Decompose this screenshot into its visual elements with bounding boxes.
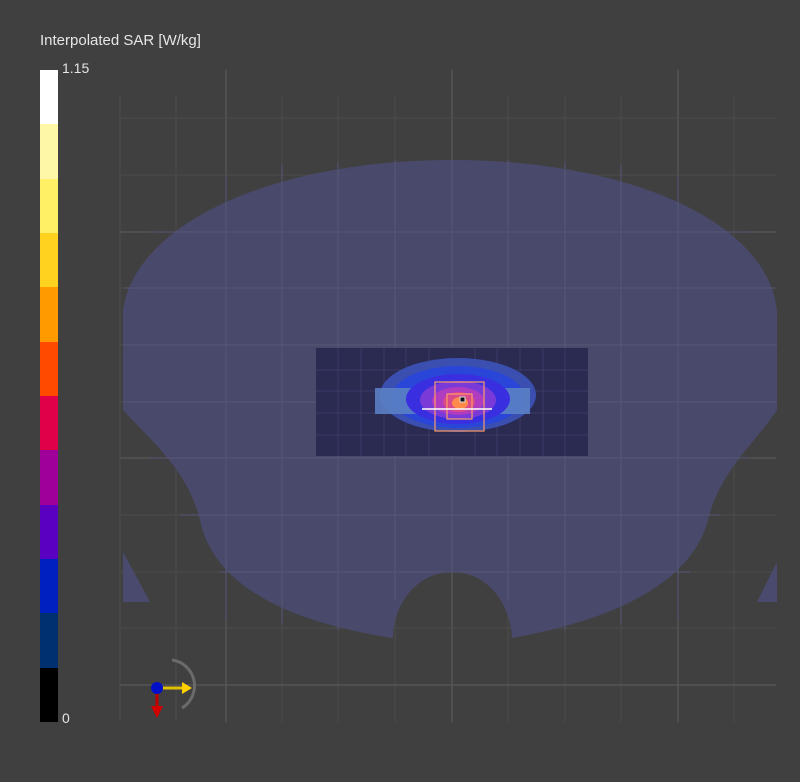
phantom-right-fin xyxy=(757,562,777,602)
color-scale-segment xyxy=(40,450,58,505)
color-scale-segment xyxy=(40,558,58,614)
peak-marker[interactable] xyxy=(459,396,466,403)
legend-min-label: 0 xyxy=(62,710,70,726)
color-scale-segment xyxy=(40,341,58,396)
axis-gizmo[interactable] xyxy=(151,658,196,718)
color-scale-segment xyxy=(40,613,58,668)
legend-max-label: 1.15 xyxy=(62,60,90,76)
color-scale-segment xyxy=(40,232,58,288)
color-scale-segment xyxy=(40,395,58,451)
phantom-left-fin xyxy=(123,552,150,602)
color-scale-segment xyxy=(40,667,58,722)
averaging-cube[interactable] xyxy=(434,381,485,432)
color-scale-segment xyxy=(40,70,58,125)
color-scale-bar xyxy=(40,70,58,722)
color-scale-segment xyxy=(40,504,58,559)
color-scale-segment xyxy=(40,178,58,233)
legend-title: Interpolated SAR [W/kg] xyxy=(40,32,201,49)
color-scale-segment xyxy=(40,287,58,342)
color-scale-segment xyxy=(40,124,58,179)
